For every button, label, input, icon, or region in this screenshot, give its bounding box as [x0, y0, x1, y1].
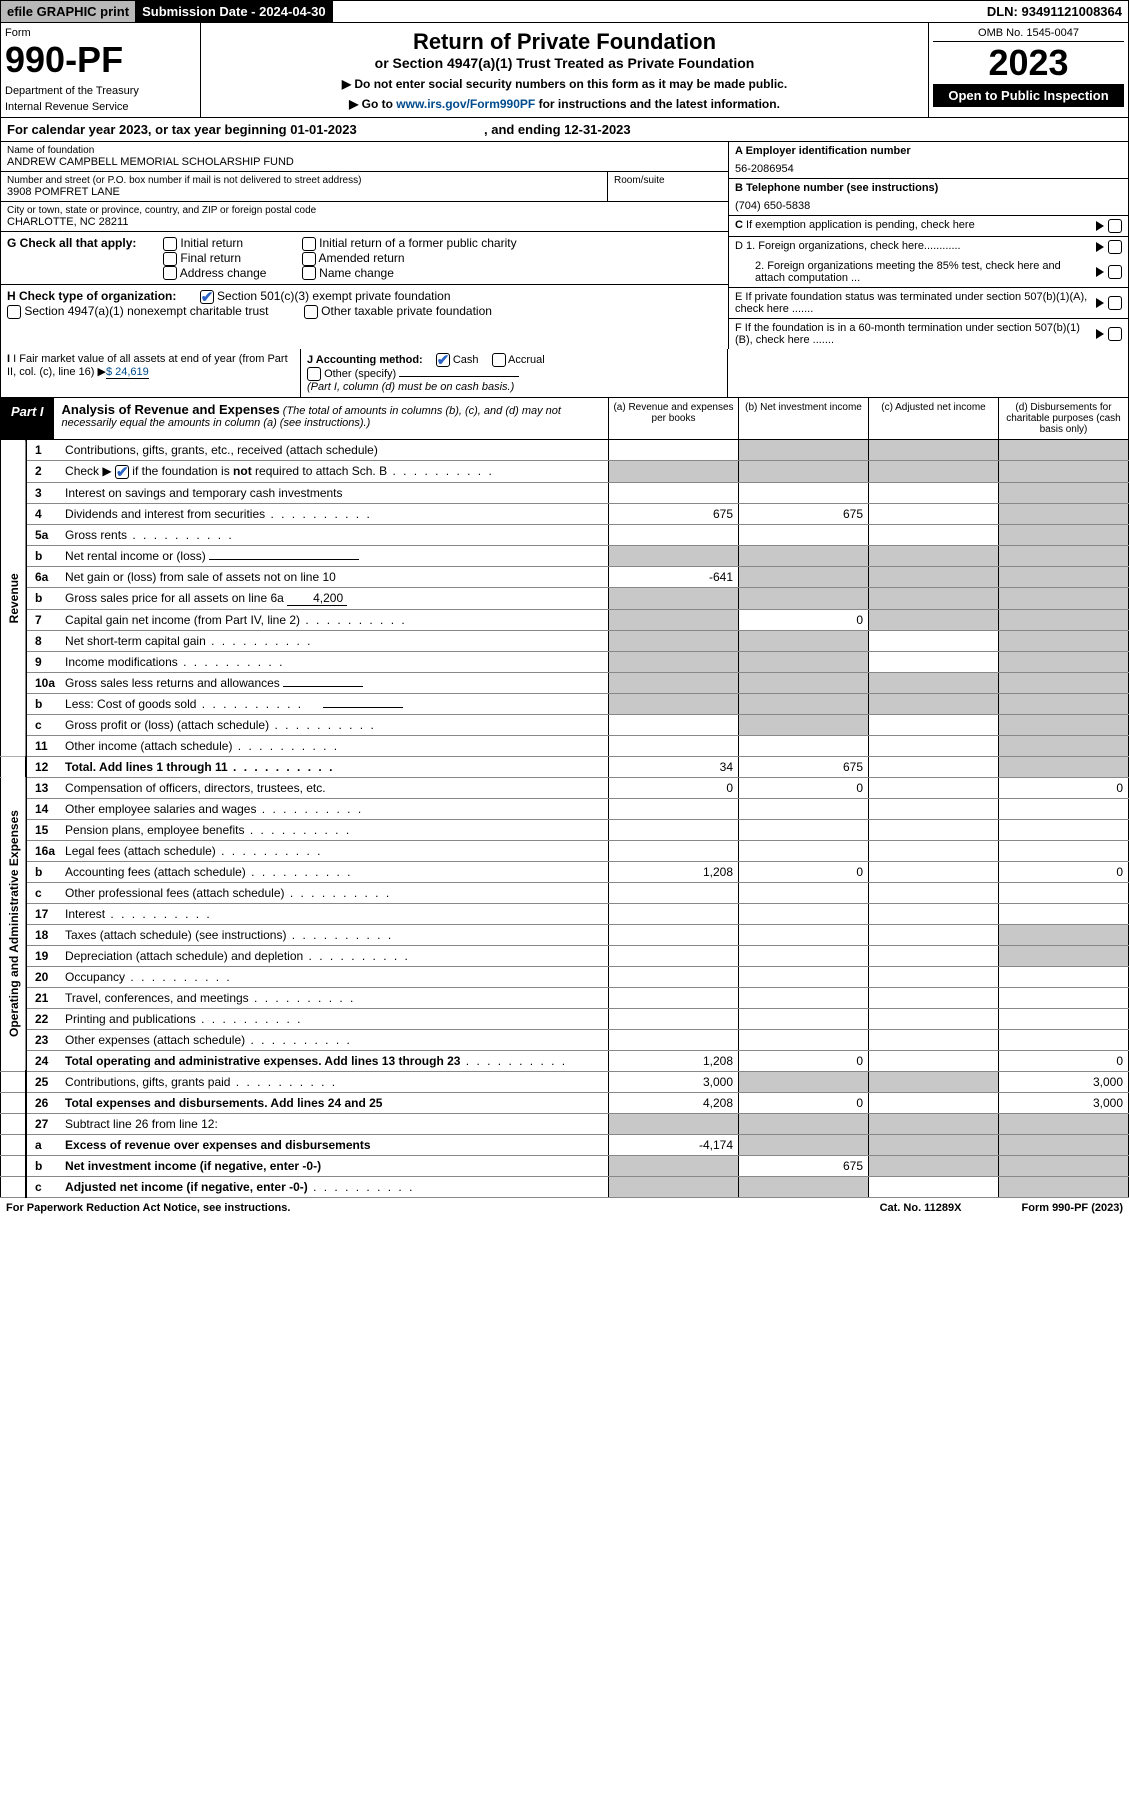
initial-return-checkbox[interactable] [163, 237, 177, 251]
schb-checkbox[interactable] [115, 465, 129, 479]
instruction-2: ▶ Go to www.irs.gov/Form990PF for instru… [207, 97, 922, 111]
phone-label: B Telephone number (see instructions) [735, 182, 1122, 194]
tax-year: 2023 [933, 42, 1124, 84]
street-address: 3908 POMFRET LANE [7, 186, 601, 198]
submission-date: Submission Date - 2024-04-30 [136, 1, 333, 22]
final-return-checkbox[interactable] [163, 252, 177, 266]
address-change-checkbox[interactable] [163, 266, 177, 280]
part-1-title: Analysis of Revenue and Expenses [62, 402, 280, 417]
expenses-label: Operating and Administrative Expenses [1, 777, 27, 1071]
d1-label: D 1. Foreign organizations, check here..… [735, 240, 961, 254]
section-g: G Check all that apply: Initial return F… [1, 232, 728, 285]
dept-treasury: Department of the Treasury [5, 85, 196, 97]
d2-label: 2. Foreign organizations meeting the 85%… [735, 260, 1092, 284]
col-a-header: (a) Revenue and expenses per books [608, 398, 738, 439]
f-label: F If the foundation is in a 60-month ter… [735, 322, 1092, 346]
col-d-header: (d) Disbursements for charitable purpose… [998, 398, 1128, 439]
room-label: Room/suite [614, 175, 722, 186]
part-1-header: Part I Analysis of Revenue and Expenses … [0, 398, 1129, 440]
d2-checkbox[interactable] [1108, 265, 1122, 279]
col-c-header: (c) Adjusted net income [868, 398, 998, 439]
section-i-j: I I Fair market value of all assets at e… [0, 349, 1129, 398]
fmv-value: $ 24,619 [106, 366, 149, 379]
revenue-label: Revenue [1, 440, 27, 756]
addr-label: Number and street (or P.O. box number if… [7, 175, 601, 186]
j-note: (Part I, column (d) must be on cash basi… [307, 381, 514, 393]
omb-number: OMB No. 1545-0047 [933, 27, 1124, 42]
c-label: C If exemption application is pending, c… [735, 219, 975, 233]
accrual-checkbox[interactable] [492, 353, 506, 367]
e-checkbox[interactable] [1108, 296, 1122, 310]
other-taxable-checkbox[interactable] [304, 305, 318, 319]
form-title: Return of Private Foundation [207, 29, 922, 55]
city-state-zip: CHARLOTTE, NC 28211 [7, 216, 722, 228]
j-label: J Accounting method: [307, 354, 423, 366]
form-subtitle: or Section 4947(a)(1) Trust Treated as P… [207, 55, 922, 71]
ein-label: A Employer identification number [735, 145, 1122, 157]
foundation-name: ANDREW CAMPBELL MEMORIAL SCHOLARSHIP FUN… [7, 156, 722, 168]
form-link[interactable]: www.irs.gov/Form990PF [396, 97, 535, 111]
top-bar: efile GRAPHIC print Submission Date - 20… [0, 0, 1129, 23]
page-footer: For Paperwork Reduction Act Notice, see … [0, 1198, 1129, 1218]
f-checkbox[interactable] [1108, 327, 1122, 341]
calendar-year: For calendar year 2023, or tax year begi… [0, 118, 1129, 142]
part-1-label: Part I [1, 398, 54, 439]
501c3-checkbox[interactable] [200, 290, 214, 304]
dept-irs: Internal Revenue Service [5, 101, 196, 113]
form-number: 990-PF [5, 39, 196, 81]
form-label: Form [5, 27, 196, 39]
form-ref: Form 990-PF (2023) [1022, 1202, 1124, 1214]
efile-print-button[interactable]: efile GRAPHIC print [1, 1, 136, 22]
section-h: H Check type of organization: Section 50… [1, 285, 728, 323]
other-method-checkbox[interactable] [307, 367, 321, 381]
instruction-1: ▶ Do not enter social security numbers o… [207, 77, 922, 91]
part-1-table: Revenue 1Contributions, gifts, grants, e… [0, 440, 1129, 1198]
paperwork-notice: For Paperwork Reduction Act Notice, see … [6, 1202, 290, 1214]
4947a1-checkbox[interactable] [7, 305, 21, 319]
phone-value: (704) 650-5838 [735, 200, 1122, 212]
initial-former-checkbox[interactable] [302, 237, 316, 251]
open-inspection: Open to Public Inspection [933, 84, 1124, 107]
dln: DLN: 93491121008364 [981, 1, 1128, 22]
c-checkbox[interactable] [1108, 219, 1122, 233]
cash-checkbox[interactable] [436, 353, 450, 367]
name-label: Name of foundation [7, 145, 722, 156]
d1-checkbox[interactable] [1108, 240, 1122, 254]
catalog-number: Cat. No. 11289X [880, 1202, 962, 1214]
city-label: City or town, state or province, country… [7, 205, 722, 216]
amended-return-checkbox[interactable] [302, 252, 316, 266]
e-label: E If private foundation status was termi… [735, 291, 1092, 315]
ein-value: 56-2086954 [735, 163, 1122, 175]
col-b-header: (b) Net investment income [738, 398, 868, 439]
form-header: Form 990-PF Department of the Treasury I… [0, 23, 1129, 118]
entity-info: Name of foundation ANDREW CAMPBELL MEMOR… [0, 142, 1129, 349]
name-change-checkbox[interactable] [302, 266, 316, 280]
